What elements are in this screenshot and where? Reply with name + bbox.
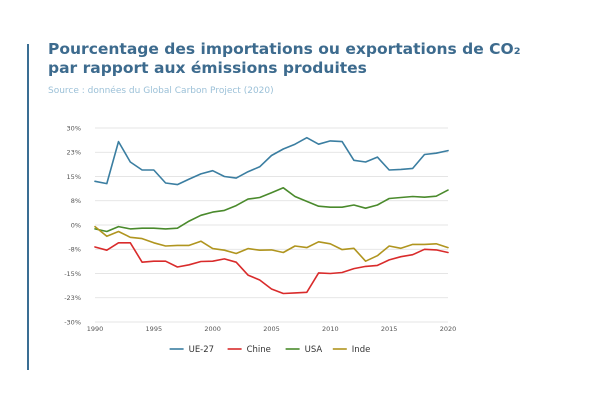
legend: UE-27 Chine USA Inde: [169, 345, 371, 355]
y-tick-label: -15%: [64, 270, 81, 278]
legend-label: Inde: [352, 345, 371, 355]
legend-label: Chine: [247, 345, 271, 355]
chart-title-line-2: par rapport aux émissions produites: [48, 59, 367, 77]
chart-title-line-1: Pourcentage des importations ou exportat…: [48, 40, 521, 58]
x-tick-label: 2005: [263, 325, 280, 333]
legend-item: Inde: [332, 345, 371, 355]
y-tick-label: -8%: [68, 246, 81, 254]
series-layer: [94, 136, 449, 295]
series-line-chine: [94, 242, 449, 295]
series-line-ue-27: [94, 136, 449, 186]
x-tick-label: 2015: [381, 325, 398, 333]
legend-label: UE-27: [189, 345, 214, 355]
y-tick-label: 8%: [71, 197, 81, 205]
chart-title: Pourcentage des importations ou exportat…: [48, 40, 568, 78]
y-tick-label: 30%: [67, 124, 81, 132]
x-tick-label: 2010: [322, 325, 339, 333]
y-tick-label: -23%: [64, 294, 81, 302]
series-line-inde: [94, 225, 449, 263]
y-tick-label: -30%: [64, 318, 81, 326]
axis-layer: 30% 23% 15% 8% 0% -8% -15% -23% -30% 1990 1995 2000…: [64, 124, 456, 333]
x-tick-label: 2020: [440, 325, 457, 333]
x-tick-label: 2000: [204, 325, 221, 333]
chart-source: Source : données du Global Carbon Projec…: [48, 86, 274, 96]
legend-item: Chine: [227, 345, 271, 355]
legend-item: USA: [285, 345, 323, 355]
series-line-usa: [94, 187, 449, 233]
legend-item: UE-27: [169, 345, 214, 355]
x-tick-label: 1990: [87, 325, 104, 333]
y-tick-label: 15%: [67, 173, 81, 181]
grid-layer: [95, 127, 448, 323]
y-tick-label: 0%: [71, 221, 81, 229]
legend-label: USA: [305, 345, 323, 355]
accent-rule: [27, 44, 29, 370]
y-tick-label: 23%: [67, 149, 81, 157]
x-tick-label: 1995: [146, 325, 163, 333]
